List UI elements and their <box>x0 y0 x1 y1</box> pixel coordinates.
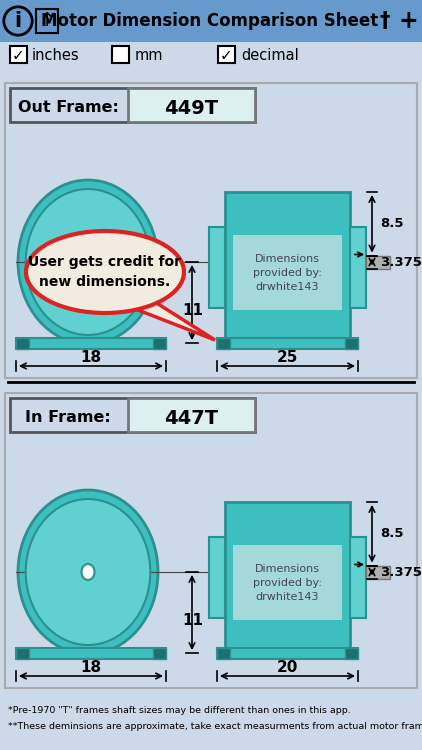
Bar <box>0 0 422 42</box>
Text: Motor Dimension Comparison Sheet: Motor Dimension Comparison Sheet <box>41 12 379 30</box>
Bar <box>225 192 350 340</box>
Bar <box>10 398 255 432</box>
Text: mm: mm <box>135 49 163 64</box>
Bar <box>233 545 342 620</box>
Bar <box>128 88 255 122</box>
Bar <box>112 46 129 63</box>
Text: Out Frame:: Out Frame: <box>18 100 119 116</box>
Bar <box>5 393 417 688</box>
Text: *Pre-1970 "T" frames shaft sizes may be different than ones in this app.: *Pre-1970 "T" frames shaft sizes may be … <box>8 706 351 715</box>
Ellipse shape <box>18 180 158 344</box>
Text: ✓: ✓ <box>220 49 233 64</box>
Text: 8.5: 8.5 <box>380 527 403 540</box>
Bar <box>217 338 358 349</box>
Text: 18: 18 <box>81 661 102 676</box>
Bar <box>16 338 166 349</box>
Bar <box>209 227 225 308</box>
Text: inches: inches <box>32 49 80 64</box>
Text: 25: 25 <box>277 350 298 365</box>
Text: 18: 18 <box>81 350 102 365</box>
Text: +: + <box>398 9 418 33</box>
Bar <box>217 648 358 659</box>
Text: ✓: ✓ <box>12 49 25 64</box>
Text: †: † <box>380 11 390 31</box>
Text: User gets credit for
new dimensions.: User gets credit for new dimensions. <box>29 255 181 289</box>
Ellipse shape <box>26 499 150 645</box>
Bar <box>218 46 235 63</box>
Bar <box>153 338 166 349</box>
Bar <box>233 235 342 310</box>
Text: ↑: ↑ <box>39 11 55 31</box>
Bar <box>10 88 255 122</box>
Ellipse shape <box>18 490 158 654</box>
Text: 11: 11 <box>182 303 203 318</box>
Text: In Frame:: In Frame: <box>25 410 111 425</box>
Ellipse shape <box>81 564 95 580</box>
Bar <box>10 46 27 63</box>
Bar <box>217 338 230 349</box>
Bar <box>350 227 366 308</box>
Polygon shape <box>138 302 215 340</box>
Text: 3.375: 3.375 <box>380 566 422 578</box>
Bar <box>350 537 366 618</box>
Bar <box>16 338 29 349</box>
Text: 20: 20 <box>277 661 298 676</box>
Bar <box>345 338 358 349</box>
Bar <box>209 537 225 618</box>
Bar <box>366 256 390 268</box>
Ellipse shape <box>26 189 150 335</box>
Bar <box>16 648 29 659</box>
Text: decimal: decimal <box>241 49 299 64</box>
Text: 447T: 447T <box>164 409 218 428</box>
Text: 11: 11 <box>182 613 203 628</box>
Text: i: i <box>14 11 22 31</box>
Bar <box>345 648 358 659</box>
Bar <box>16 648 166 659</box>
Text: **These deminsions are approximate, take exact measurments from actual motor fra: **These deminsions are approximate, take… <box>8 722 422 731</box>
Bar <box>366 566 390 578</box>
Bar <box>5 83 417 378</box>
Ellipse shape <box>81 254 95 270</box>
Bar <box>225 502 350 650</box>
Bar <box>217 648 230 659</box>
Text: 8.5: 8.5 <box>380 217 403 230</box>
Ellipse shape <box>26 231 184 313</box>
Bar <box>153 648 166 659</box>
Text: 449T: 449T <box>164 98 218 118</box>
Bar <box>128 398 255 432</box>
Text: 3.375: 3.375 <box>380 256 422 268</box>
Text: Dimensions
provided by:
drwhite143: Dimensions provided by: drwhite143 <box>253 563 322 602</box>
Text: Dimensions
provided by:
drwhite143: Dimensions provided by: drwhite143 <box>253 254 322 292</box>
